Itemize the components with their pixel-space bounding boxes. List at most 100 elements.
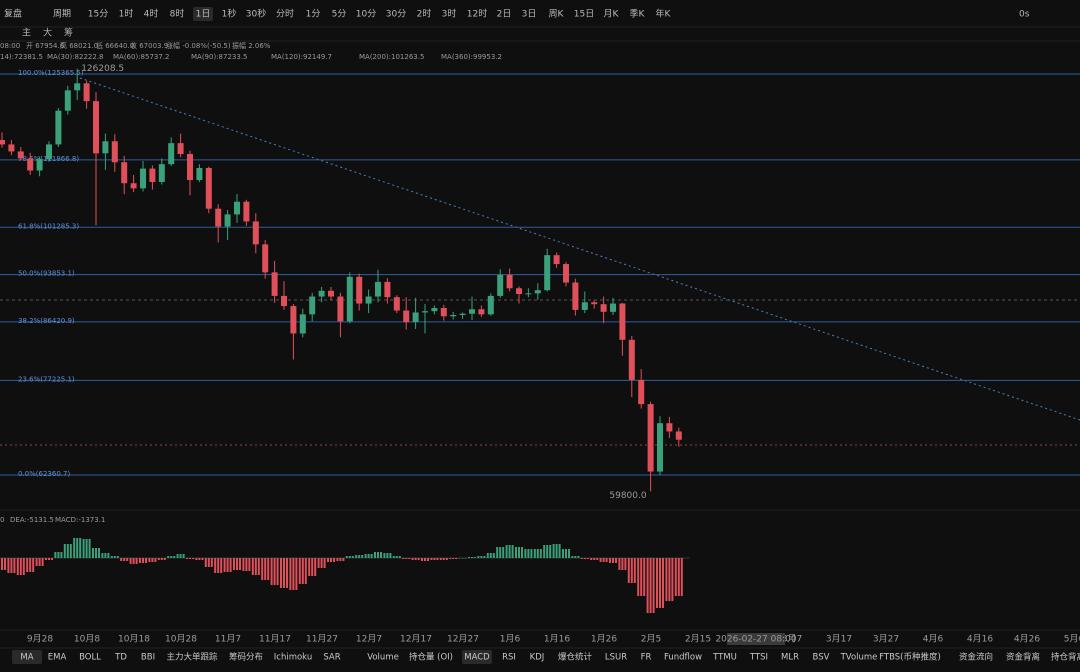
indicator-tab[interactable]: EMA: [48, 653, 67, 663]
interval-button[interactable]: 1时: [119, 8, 134, 20]
candle-body: [187, 153, 193, 181]
candle-body: [628, 339, 635, 380]
indicator-tab[interactable]: LSUR: [605, 653, 627, 663]
indicator-tab[interactable]: 资金流向: [959, 652, 993, 663]
interval-button[interactable]: 2时: [417, 8, 432, 20]
interval-button[interactable]: 1日: [196, 9, 211, 20]
interval-button[interactable]: 15日: [574, 9, 594, 20]
interval-button[interactable]: 15分: [88, 9, 108, 20]
indicator-tab[interactable]: TD: [114, 653, 127, 663]
indicator-tab[interactable]: BBI: [141, 653, 155, 663]
candle-body: [478, 309, 485, 315]
indicator-tab[interactable]: TTMU: [712, 653, 737, 663]
interval-button[interactable]: 季K: [630, 8, 646, 20]
macd-bar: [242, 558, 245, 571]
macd-bar: [445, 558, 448, 560]
macd-bar: [370, 554, 373, 558]
indicator-tab[interactable]: 持仓背离: [1051, 652, 1080, 663]
indicator-tab[interactable]: TTSI: [749, 653, 768, 663]
indicator-tab[interactable]: MA: [20, 653, 33, 663]
macd-bar: [292, 558, 295, 590]
macd-bar: [483, 556, 486, 558]
interval-button[interactable]: 8时: [170, 8, 185, 20]
candle-body: [111, 141, 118, 163]
macd-bar: [286, 558, 288, 588]
macd-bar: [160, 558, 163, 560]
indicator-tab[interactable]: 主力大单跟踪: [166, 652, 218, 663]
macd-bar: [201, 558, 204, 560]
replay-button[interactable]: 复盘: [4, 8, 22, 20]
macd-bar: [345, 556, 348, 558]
selected-bg: [193, 7, 213, 21]
indicator-tab[interactable]: 资金背离: [1006, 652, 1040, 663]
interval-button[interactable]: 2日: [497, 9, 512, 20]
candle-body: [469, 309, 475, 314]
sub-toggle[interactable]: 主: [22, 27, 31, 39]
indicator-tab[interactable]: RSI: [502, 653, 516, 663]
macd-label: 0: [0, 516, 4, 524]
indicator-tab[interactable]: MLR: [781, 653, 799, 663]
period-menu[interactable]: 周期: [53, 9, 71, 20]
interval-button[interactable]: 10分: [356, 9, 376, 20]
macd-bar: [508, 545, 511, 558]
macd-bar: [195, 558, 198, 560]
indicator-tab[interactable]: FTBS(币种推度): [879, 652, 941, 663]
candle-body: [572, 282, 579, 310]
indicator-tab[interactable]: Ichimoku: [274, 653, 312, 663]
indicator-tab[interactable]: 持仓量 (OI): [409, 652, 453, 663]
macd-bar: [427, 558, 429, 561]
interval-button[interactable]: 周K: [549, 9, 565, 20]
interval-button[interactable]: 12时: [467, 8, 487, 20]
indicator-tab[interactable]: SAR: [323, 653, 340, 663]
indicator-tab[interactable]: MACD: [464, 653, 490, 663]
macd-bar: [515, 547, 517, 558]
indicator-tab[interactable]: BOLL: [79, 653, 101, 663]
candle-body: [149, 168, 156, 182]
indicator-tab[interactable]: KDJ: [530, 653, 545, 663]
macd-bar: [179, 554, 182, 558]
x-tick-label: 12月17: [400, 634, 432, 645]
indicator-tab[interactable]: Volume: [367, 653, 399, 663]
indicator-tab[interactable]: 筹码分布: [229, 652, 263, 663]
sub-toggle[interactable]: 筹: [64, 27, 73, 39]
indicator-tab[interactable]: TVolume: [840, 653, 878, 663]
macd-bar: [35, 558, 38, 566]
indicator-tab[interactable]: BSV: [813, 653, 830, 663]
indicator-tab[interactable]: 爆仓统计: [558, 652, 593, 663]
macd-bar: [411, 558, 414, 560]
macd-bar: [289, 558, 292, 590]
fib-label: 38.2%(86420.9): [18, 317, 75, 325]
interval-button[interactable]: 1秒: [222, 8, 237, 20]
interval-button[interactable]: 1分: [306, 9, 321, 20]
interval-button[interactable]: 30秒: [246, 8, 266, 20]
interval-button[interactable]: 5分: [332, 9, 347, 20]
candle-body: [487, 295, 494, 315]
sub-toggle[interactable]: 大: [43, 27, 52, 39]
macd-bar: [45, 558, 47, 560]
x-tick-label: 5月6: [1064, 634, 1080, 645]
indicator-tab[interactable]: FR: [641, 653, 652, 663]
macd-bar: [57, 552, 60, 558]
macd-bar: [599, 558, 602, 562]
interval-button[interactable]: 30分: [386, 9, 406, 20]
high-label: 126208.5: [81, 64, 124, 74]
interval-button[interactable]: 分时: [276, 8, 294, 20]
interval-button[interactable]: 4时: [144, 8, 159, 20]
indicator-tab[interactable]: Fundflow: [664, 653, 702, 663]
interval-button[interactable]: 3日: [522, 9, 537, 20]
interval-button[interactable]: 月K: [604, 9, 620, 20]
ma-legend: MA(360):99953.2: [441, 53, 502, 61]
macd-bar: [596, 558, 599, 560]
macd-bar: [7, 558, 10, 573]
interval-button[interactable]: 3时: [442, 8, 457, 20]
x-tick-label: 3月7: [782, 634, 802, 645]
macd-bar: [436, 558, 439, 560]
candle-body: [581, 302, 588, 310]
fib-label: 0.0%(62360.7): [18, 470, 70, 478]
interval-button[interactable]: 年K: [656, 8, 672, 20]
macd-bar: [304, 558, 307, 584]
selected-tab-bg: [12, 650, 42, 664]
candle-body: [657, 423, 663, 472]
macd-bar: [107, 553, 110, 558]
